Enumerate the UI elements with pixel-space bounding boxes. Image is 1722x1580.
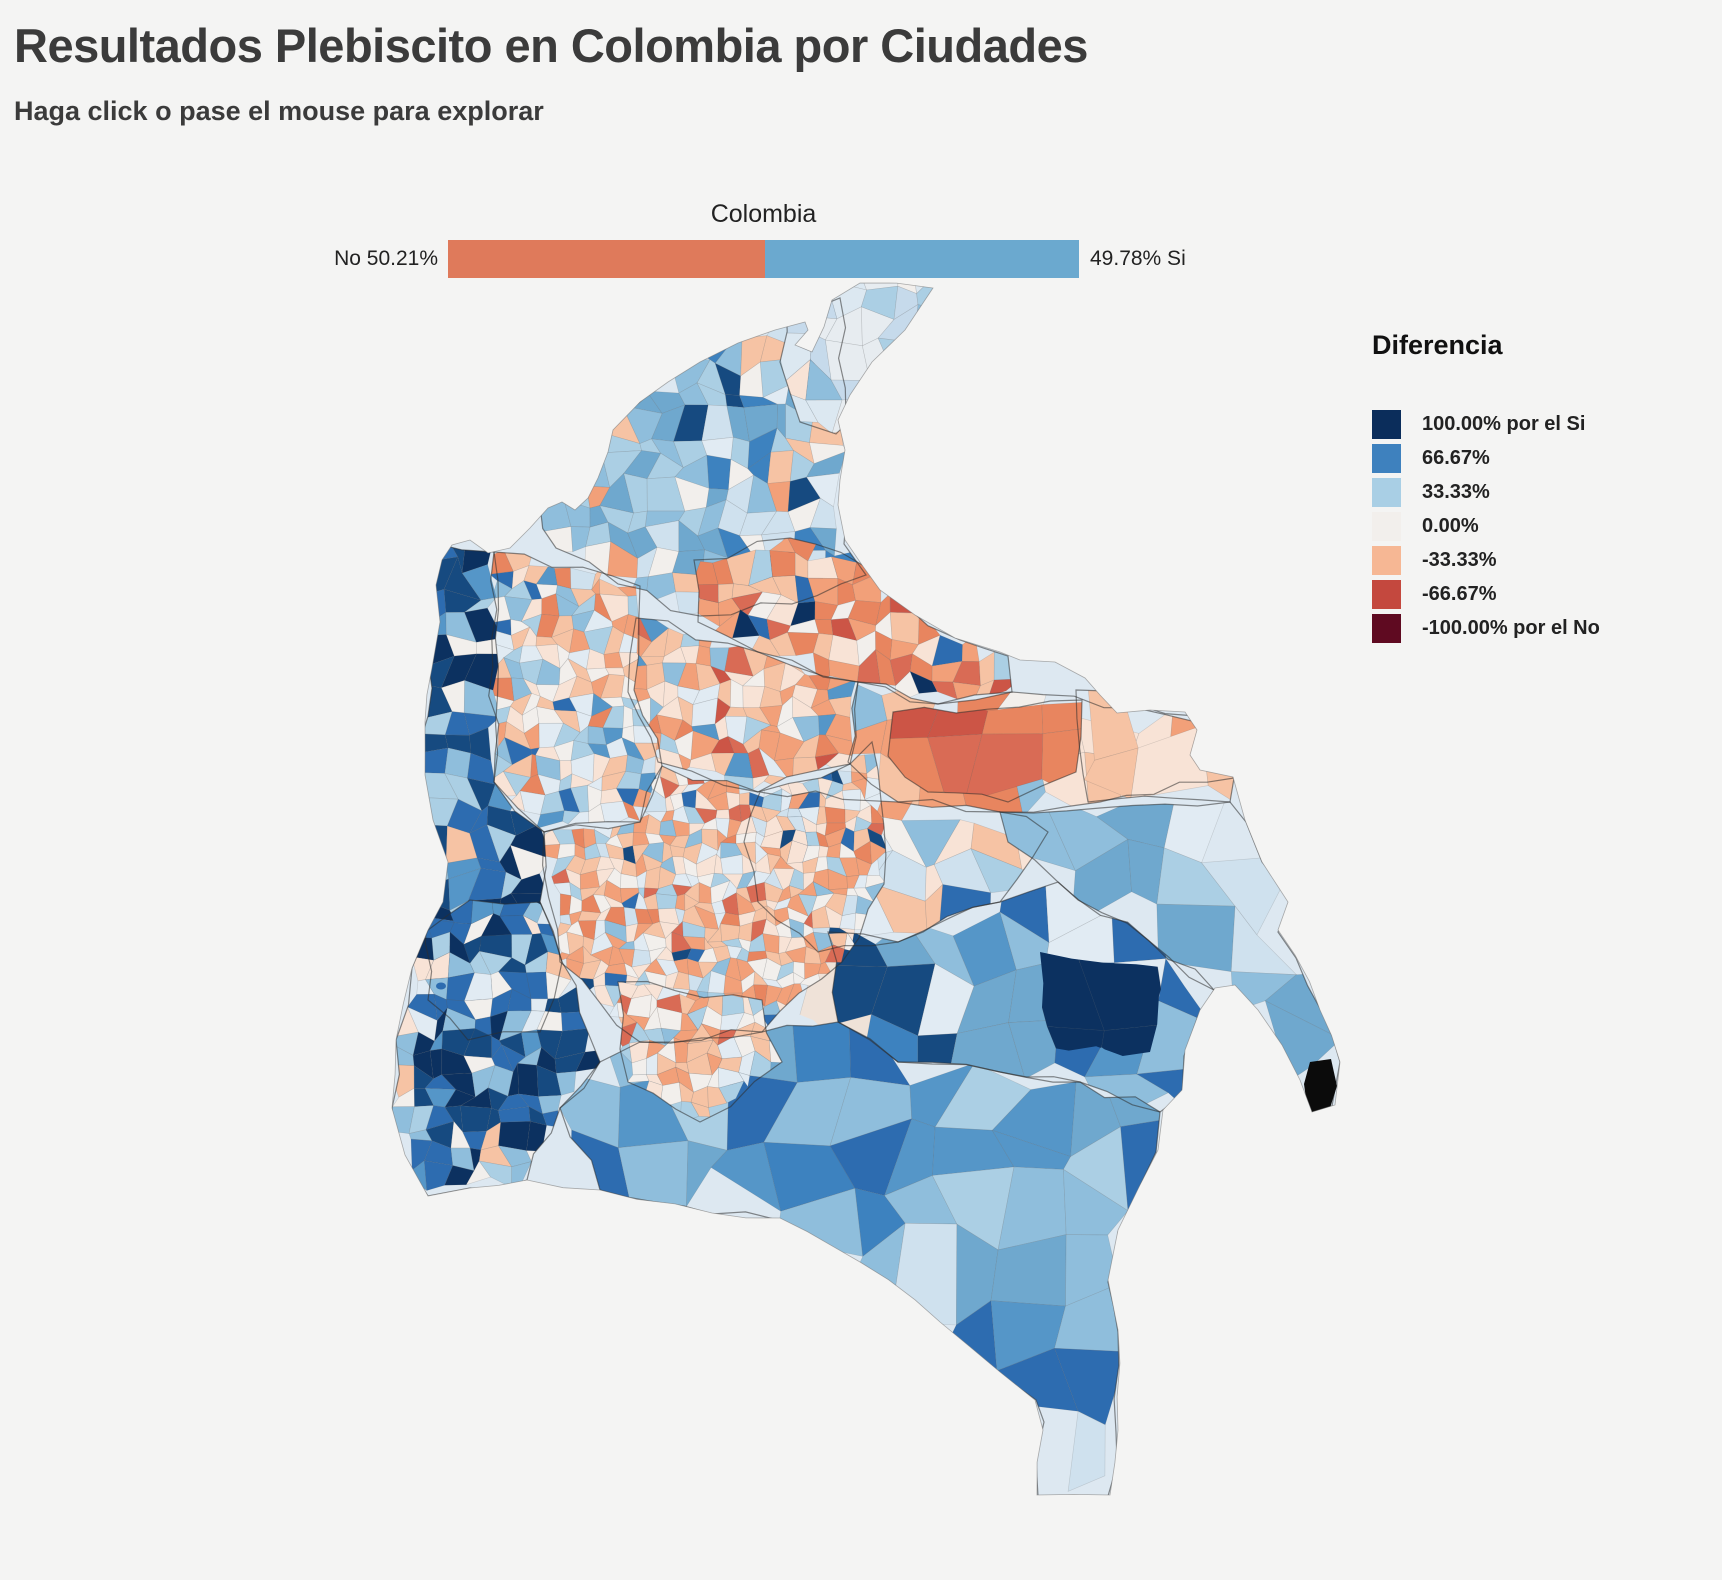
municipality-cell[interactable] <box>738 1071 751 1088</box>
map-island[interactable] <box>436 982 446 990</box>
municipality-cell[interactable] <box>681 789 697 809</box>
legend-label: 33.33% <box>1422 481 1490 503</box>
legend-swatch <box>1372 512 1401 541</box>
legend-item: 0.00% <box>1372 512 1702 541</box>
legend-label: 66.67% <box>1422 447 1490 469</box>
map-root[interactable] <box>387 252 1350 1498</box>
municipality-cell[interactable] <box>867 827 888 851</box>
municipality-cell[interactable] <box>762 933 780 954</box>
map-zone-antioquia[interactable] <box>488 550 668 829</box>
municipality-cell[interactable] <box>776 289 808 320</box>
legend-item: -100.00% por el No <box>1372 614 1702 643</box>
legend-swatch <box>1372 580 1401 609</box>
legend-swatch <box>1372 614 1401 643</box>
municipality-cell[interactable] <box>877 337 916 378</box>
municipality-cell[interactable] <box>517 1063 539 1097</box>
municipality-cell[interactable] <box>1041 727 1101 810</box>
legend-item: -33.33% <box>1372 546 1702 575</box>
map-zone-caribe[interactable] <box>534 299 872 622</box>
map-zone-center[interactable] <box>539 753 888 1046</box>
page-title: Resultados Plebiscito en Colombia por Ci… <box>14 19 1088 72</box>
legend-label: -33.33% <box>1422 549 1497 571</box>
municipality-cell[interactable] <box>416 824 448 864</box>
bar-no-label: No 50.21% <box>334 247 438 270</box>
legend-label: 100.00% por el Si <box>1422 413 1586 435</box>
municipality-cell[interactable] <box>1101 1023 1167 1088</box>
legend-item: 33.33% <box>1372 478 1702 507</box>
municipality-cell[interactable] <box>559 427 593 460</box>
municipality-cell[interactable] <box>542 454 572 481</box>
legend-label: 0.00% <box>1422 515 1479 537</box>
bar-si-segment[interactable] <box>764 240 1079 278</box>
legend-item: 100.00% por el Si <box>1372 410 1702 439</box>
municipality-cell[interactable] <box>555 1071 577 1096</box>
municipality-cell[interactable] <box>617 1140 689 1209</box>
legend-swatch <box>1372 444 1401 473</box>
municipality-cell[interactable] <box>421 611 447 637</box>
municipality-cell[interactable] <box>498 1121 531 1151</box>
legend: Diferencia 100.00% por el Si 66.67% 33.33%… <box>1372 330 1702 648</box>
municipality-cell[interactable] <box>767 450 794 484</box>
municipality-cell[interactable] <box>566 454 587 487</box>
legend-label: -66.67% <box>1422 583 1497 605</box>
map-no-data-region[interactable] <box>1304 1059 1337 1113</box>
department-border <box>847 681 1236 813</box>
municipality-cell[interactable] <box>415 747 449 774</box>
municipality-cell[interactable] <box>622 705 634 729</box>
page-subtitle: Haga click o pase el mouse para explorar <box>14 96 544 126</box>
municipality-cell[interactable] <box>427 878 451 911</box>
municipality-cell[interactable] <box>460 1105 492 1133</box>
municipality-cell[interactable] <box>739 792 750 806</box>
legend-item: 66.67% <box>1372 444 1702 473</box>
municipality-cell[interactable] <box>1120 1119 1186 1212</box>
municipality-cell[interactable] <box>839 912 857 930</box>
country-outline <box>391 282 1341 1496</box>
map-zone-guajira[interactable] <box>774 252 942 434</box>
department-border <box>617 980 783 1123</box>
department-border <box>541 740 887 1044</box>
municipality-cell[interactable] <box>824 806 846 824</box>
municipality-cell[interactable] <box>416 852 449 887</box>
country-bar[interactable] <box>448 240 1079 278</box>
legend-swatch <box>1372 478 1401 507</box>
municipality-cell[interactable] <box>889 593 920 614</box>
legend-label: -100.00% por el No <box>1422 617 1600 639</box>
legend-title: Diferencia <box>1372 330 1503 360</box>
legend-swatch <box>1372 410 1401 439</box>
municipality-cell[interactable] <box>444 747 472 779</box>
municipality-cell[interactable] <box>627 595 639 618</box>
municipality-cell[interactable] <box>718 1080 745 1104</box>
municipality-cell[interactable] <box>1067 1410 1106 1492</box>
municipality-cell[interactable] <box>801 280 838 320</box>
municipality-cell[interactable] <box>534 479 568 501</box>
department-border <box>627 617 859 793</box>
department-border <box>693 537 1013 705</box>
municipality-cell[interactable] <box>720 854 744 875</box>
map-zone-nsantander[interactable] <box>692 536 1021 704</box>
municipality-cell[interactable] <box>411 937 435 961</box>
municipality-cell[interactable] <box>862 369 893 400</box>
bar-title: Colombia <box>710 200 817 228</box>
municipality-cell[interactable] <box>582 427 602 460</box>
municipality-cell[interactable] <box>769 550 796 578</box>
bar-no-segment[interactable] <box>448 240 765 278</box>
municipality-cell[interactable] <box>563 479 591 509</box>
legend-items: 100.00% por el Si 66.67% 33.33% 0.00% -33.33… <box>1372 410 1702 643</box>
municipality-cell[interactable] <box>706 454 732 490</box>
legend-swatch <box>1372 546 1401 575</box>
legend-item: -66.67% <box>1372 580 1702 609</box>
department-border <box>887 699 1083 803</box>
municipality-cell[interactable] <box>961 634 980 662</box>
municipality-cell[interactable] <box>715 809 730 820</box>
municipality-cell[interactable] <box>870 804 886 824</box>
bar-si-label: 49.78% Si <box>1090 247 1186 270</box>
municipality-cell[interactable] <box>927 733 983 802</box>
municipality-cell[interactable] <box>655 893 678 910</box>
municipality-cell[interactable] <box>914 304 942 349</box>
